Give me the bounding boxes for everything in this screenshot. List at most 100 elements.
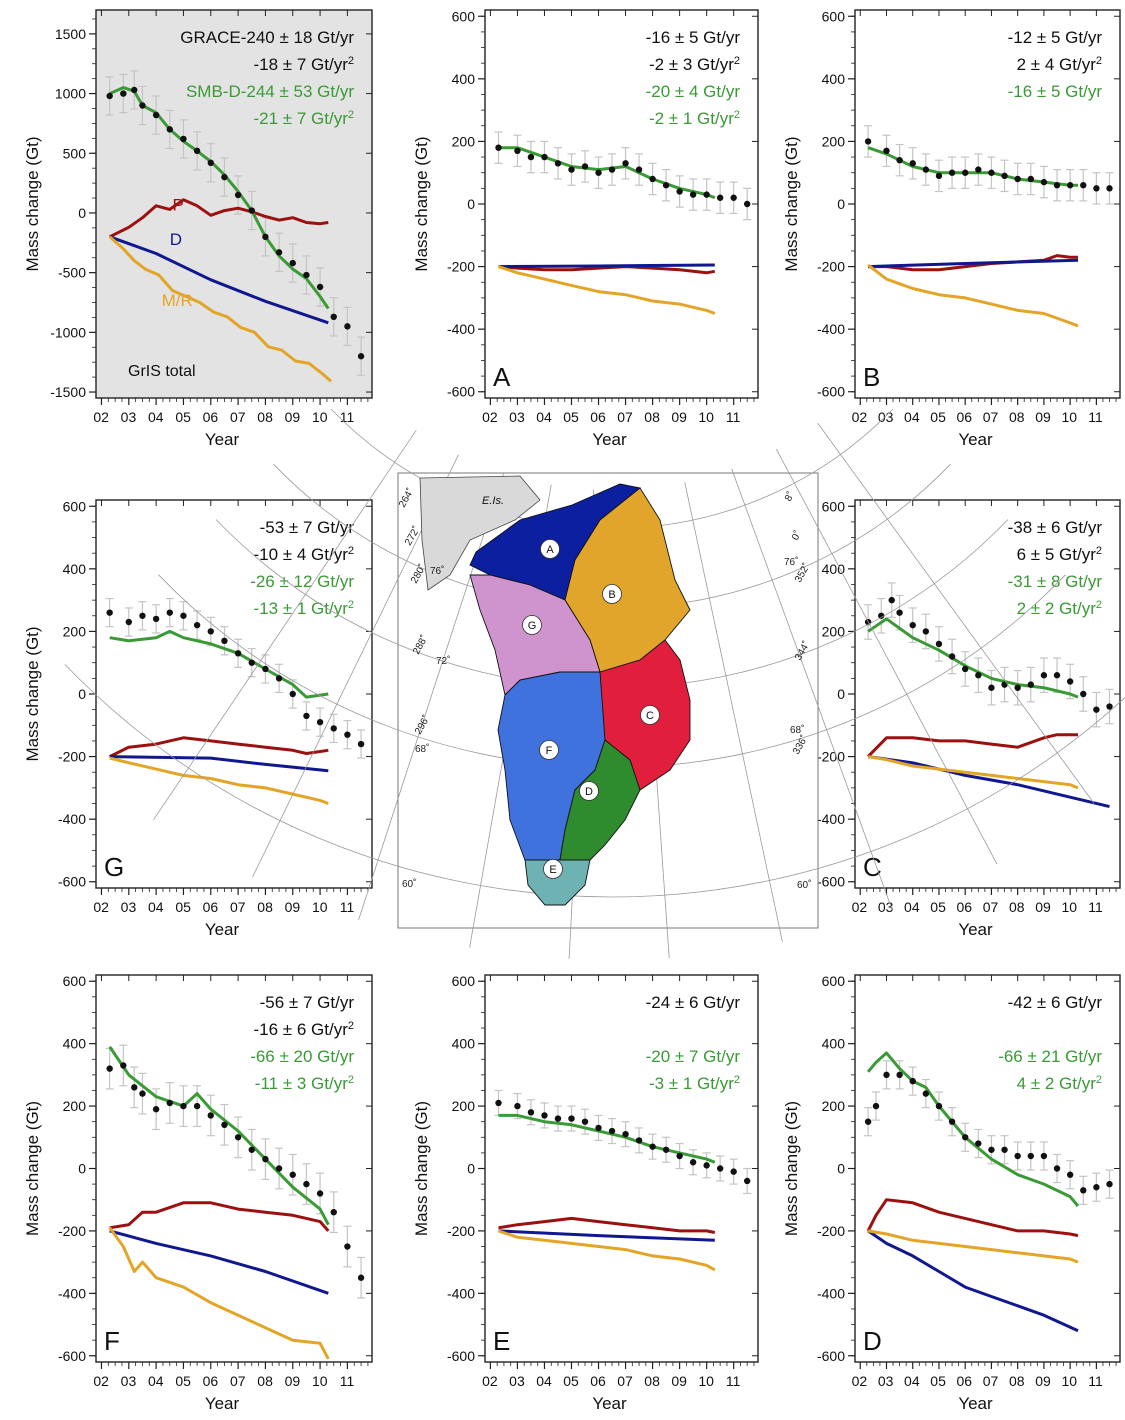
annotation-1: -10 ± 4 Gt/yr2 [254,545,354,564]
grace-point [948,653,956,660]
grace-point [743,1177,751,1185]
series-label-discharge: D [170,230,182,249]
x-tick-label: 10 [1061,409,1077,425]
grace-point [207,159,214,167]
grace-point [689,1159,697,1166]
series-precip-line [498,1216,716,1234]
panel-g: 600 400 200 0 -200 -400 -600 02 03 04 05 06 07 08 09 10… [23,498,373,939]
grace-point [330,725,337,732]
annotation-label-2: SMB-D [186,82,241,101]
x-tick-label: 08 [1009,409,1025,425]
grace-point [1080,1187,1087,1194]
grace-point [131,86,138,94]
grace-point [344,1243,351,1250]
plot-area [494,1089,752,1272]
y-tick-label: 200 [63,1098,87,1114]
grace-point [316,1190,324,1197]
grace-point [864,1118,872,1125]
grace-point [595,169,602,176]
panel-label: E [493,1326,510,1356]
grace-point [635,166,643,173]
annotation-2: -66 ± 21 Gt/yr [998,1047,1102,1066]
grace-point [541,1112,548,1119]
x-tick-label: 06 [590,409,606,425]
annotation-0: -240 ± 18 Gt/yr [241,28,355,47]
grace-point [896,156,903,164]
grace-point [541,153,548,161]
x-tick-label: 02 [482,1373,498,1389]
grace-point [106,609,113,616]
x-tick-label: 07 [617,409,633,425]
grace-point [622,160,629,167]
annotation-0: -12 ± 5 Gt/yr [1008,28,1103,47]
y-tick-label: -200 [817,749,845,765]
grace-point [662,182,670,189]
grace-point [1001,172,1008,180]
x-tick-label: 04 [536,409,552,425]
x-tick-label: 08 [1009,1373,1025,1389]
latitude-label: 60˚ [402,878,416,890]
grace-point [180,135,187,143]
panel-d: 600 400 200 0 -200 -400 -600 02 03 04 05 06 07 08 09 10… [782,973,1121,1413]
series-melt-line [108,235,332,383]
region-marker-c [640,705,660,725]
plot-area [864,125,1114,328]
y-tick-label: -400 [817,321,845,337]
grace-point [357,1274,365,1281]
grace-point [676,1152,683,1160]
annotation-2: -31 ± 8 Gt/yr [1008,572,1103,591]
y-axis-label: Mass change (Gt) [23,136,42,271]
grace-point [883,1071,890,1079]
y-tick-label: -1500 [50,384,86,400]
grace-point [234,1134,242,1141]
annotation-3: 4 ± 2 Gt/yr2 [1017,1074,1102,1093]
grace-point [193,621,201,629]
annotation-0: -38 ± 6 Gt/yr [1008,518,1103,537]
region-marker-e [543,859,563,879]
grace-point [554,160,562,167]
plot-frame [484,974,759,1363]
series-smb-d-line [109,629,329,699]
annotation-3: -3 ± 1 Gt/yr2 [649,1074,740,1093]
grace-point [896,609,903,616]
x-tick-label: 09 [1035,1373,1051,1389]
x-tick-label: 02 [93,409,109,425]
x-tick-label: 11 [1088,1373,1103,1389]
grace-point [581,163,589,170]
grace-point [275,675,283,682]
x-tick-label: 10 [698,1373,714,1389]
x-tick-label: 07 [230,409,246,425]
grace-point [207,1112,214,1119]
grace-point [689,191,697,198]
latitude-label: 60˚ [797,879,811,891]
x-tick-label: 10 [1061,1373,1077,1389]
x-tick-label: 10 [1061,899,1077,915]
panel-e: 600 400 200 0 -200 -400 -600 02 03 04 05 06 07 08 09 10… [412,973,759,1413]
x-tick-label: 08 [257,899,273,915]
region-label-d: D [585,786,593,798]
annotation-2: -20 ± 7 Gt/yr [646,1047,741,1066]
y-tick-label: 0 [467,196,475,212]
grace-point [1093,706,1100,713]
x-tick-label: 11 [340,1373,355,1389]
y-tick-label: -200 [817,259,845,275]
plot-frame [854,974,1121,1363]
series-melt-line [498,1229,716,1272]
x-tick-label: 02 [93,899,109,915]
x-tick-label: 02 [93,1373,109,1389]
y-tick-label: 400 [452,1036,476,1052]
x-tick-label: 07 [230,899,246,915]
series-melt-line [867,263,1079,328]
y-tick-label: -400 [58,811,86,827]
x-tick-label: 05 [175,409,191,425]
grace-point [1053,1165,1061,1172]
x-tick-label: 08 [257,1373,273,1389]
series-discharge-line [868,258,1079,269]
series-discharge-line [867,755,1110,809]
grace-point [152,615,160,623]
x-tick-label: 11 [1088,409,1103,425]
annotation-0: -42 ± 6 Gt/yr [1008,993,1103,1012]
grace-point [1001,681,1008,688]
annotation-1: -16 ± 6 Gt/yr2 [254,1020,354,1039]
